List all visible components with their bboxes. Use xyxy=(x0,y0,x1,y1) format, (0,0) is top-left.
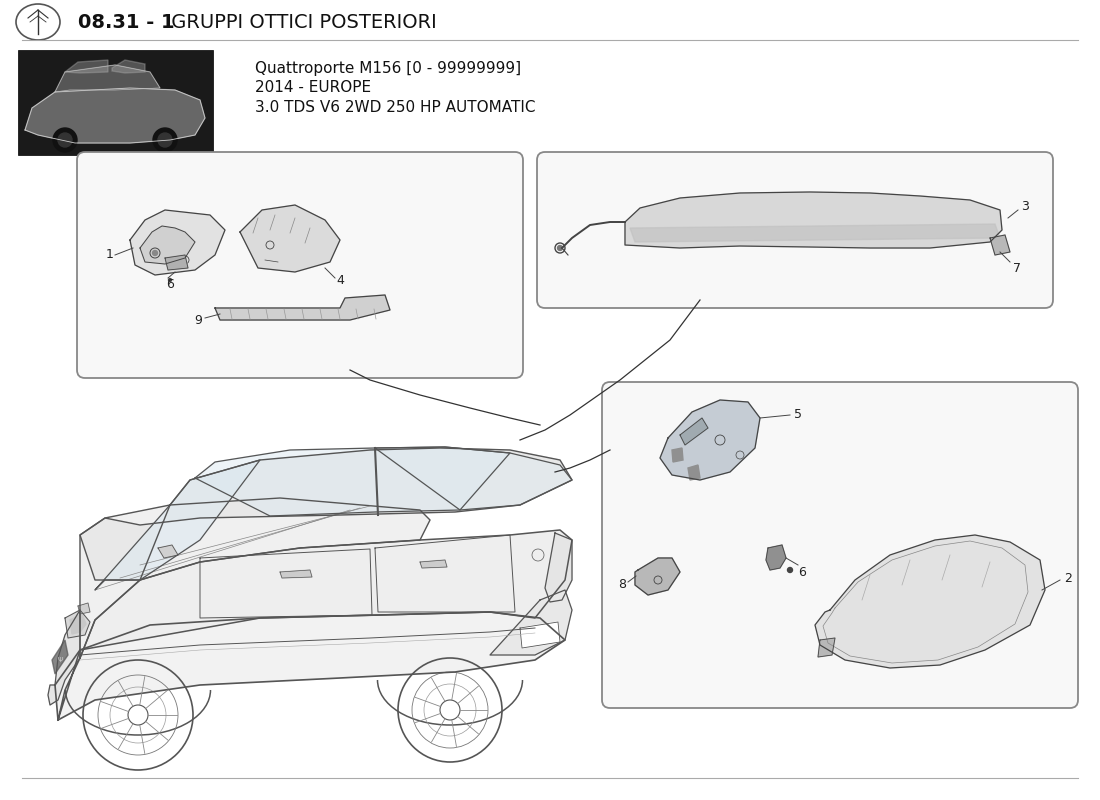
Circle shape xyxy=(158,133,172,147)
Polygon shape xyxy=(195,447,510,516)
Polygon shape xyxy=(544,533,572,602)
Polygon shape xyxy=(240,205,340,272)
Polygon shape xyxy=(818,638,835,657)
Text: 6: 6 xyxy=(166,278,174,291)
Text: 08.31 - 1: 08.31 - 1 xyxy=(78,14,175,33)
Polygon shape xyxy=(80,448,572,580)
Polygon shape xyxy=(490,590,572,655)
Polygon shape xyxy=(520,622,560,648)
Polygon shape xyxy=(990,235,1010,255)
Polygon shape xyxy=(95,460,260,590)
Polygon shape xyxy=(635,558,680,595)
Circle shape xyxy=(153,128,177,152)
Text: GRUPPI OTTICI POSTERIORI: GRUPPI OTTICI POSTERIORI xyxy=(165,14,437,33)
Polygon shape xyxy=(48,610,80,705)
Polygon shape xyxy=(80,498,430,658)
Polygon shape xyxy=(55,65,160,92)
Text: 8: 8 xyxy=(618,578,626,591)
Text: 2: 2 xyxy=(1064,571,1071,585)
Polygon shape xyxy=(65,60,108,73)
Polygon shape xyxy=(55,612,565,720)
Polygon shape xyxy=(815,535,1045,668)
Polygon shape xyxy=(65,610,90,638)
Text: 5: 5 xyxy=(794,407,802,421)
Circle shape xyxy=(168,278,172,282)
Polygon shape xyxy=(52,640,68,674)
Polygon shape xyxy=(766,545,786,570)
Polygon shape xyxy=(625,192,1002,248)
Polygon shape xyxy=(375,447,572,510)
Polygon shape xyxy=(280,570,312,578)
Polygon shape xyxy=(112,60,145,73)
Polygon shape xyxy=(680,418,708,445)
Circle shape xyxy=(153,250,157,255)
Circle shape xyxy=(53,128,77,152)
FancyBboxPatch shape xyxy=(18,50,213,155)
Circle shape xyxy=(788,567,792,573)
Text: 3: 3 xyxy=(1021,201,1028,214)
Text: 6: 6 xyxy=(799,566,806,578)
FancyBboxPatch shape xyxy=(602,382,1078,708)
Polygon shape xyxy=(672,448,683,462)
Polygon shape xyxy=(165,255,188,270)
Text: Ψ: Ψ xyxy=(57,657,63,663)
Polygon shape xyxy=(660,400,760,480)
FancyBboxPatch shape xyxy=(537,152,1053,308)
Text: 7: 7 xyxy=(1013,262,1021,274)
Circle shape xyxy=(558,246,562,250)
Text: 1: 1 xyxy=(106,249,114,262)
Polygon shape xyxy=(78,603,90,614)
Text: 4: 4 xyxy=(337,274,344,286)
Text: Quattroporte M156 [0 - 99999999]: Quattroporte M156 [0 - 99999999] xyxy=(255,61,521,75)
Polygon shape xyxy=(130,210,225,275)
Text: 9: 9 xyxy=(194,314,202,326)
Text: 2014 - EUROPE: 2014 - EUROPE xyxy=(255,81,371,95)
Polygon shape xyxy=(70,614,86,634)
FancyBboxPatch shape xyxy=(77,152,522,378)
Polygon shape xyxy=(420,560,447,568)
Polygon shape xyxy=(214,295,390,320)
Polygon shape xyxy=(630,224,1000,242)
Polygon shape xyxy=(25,88,205,143)
Polygon shape xyxy=(158,545,178,558)
Circle shape xyxy=(58,133,72,147)
Polygon shape xyxy=(140,226,195,264)
Polygon shape xyxy=(688,465,700,480)
Polygon shape xyxy=(58,530,572,720)
Text: 3.0 TDS V6 2WD 250 HP AUTOMATIC: 3.0 TDS V6 2WD 250 HP AUTOMATIC xyxy=(255,101,536,115)
